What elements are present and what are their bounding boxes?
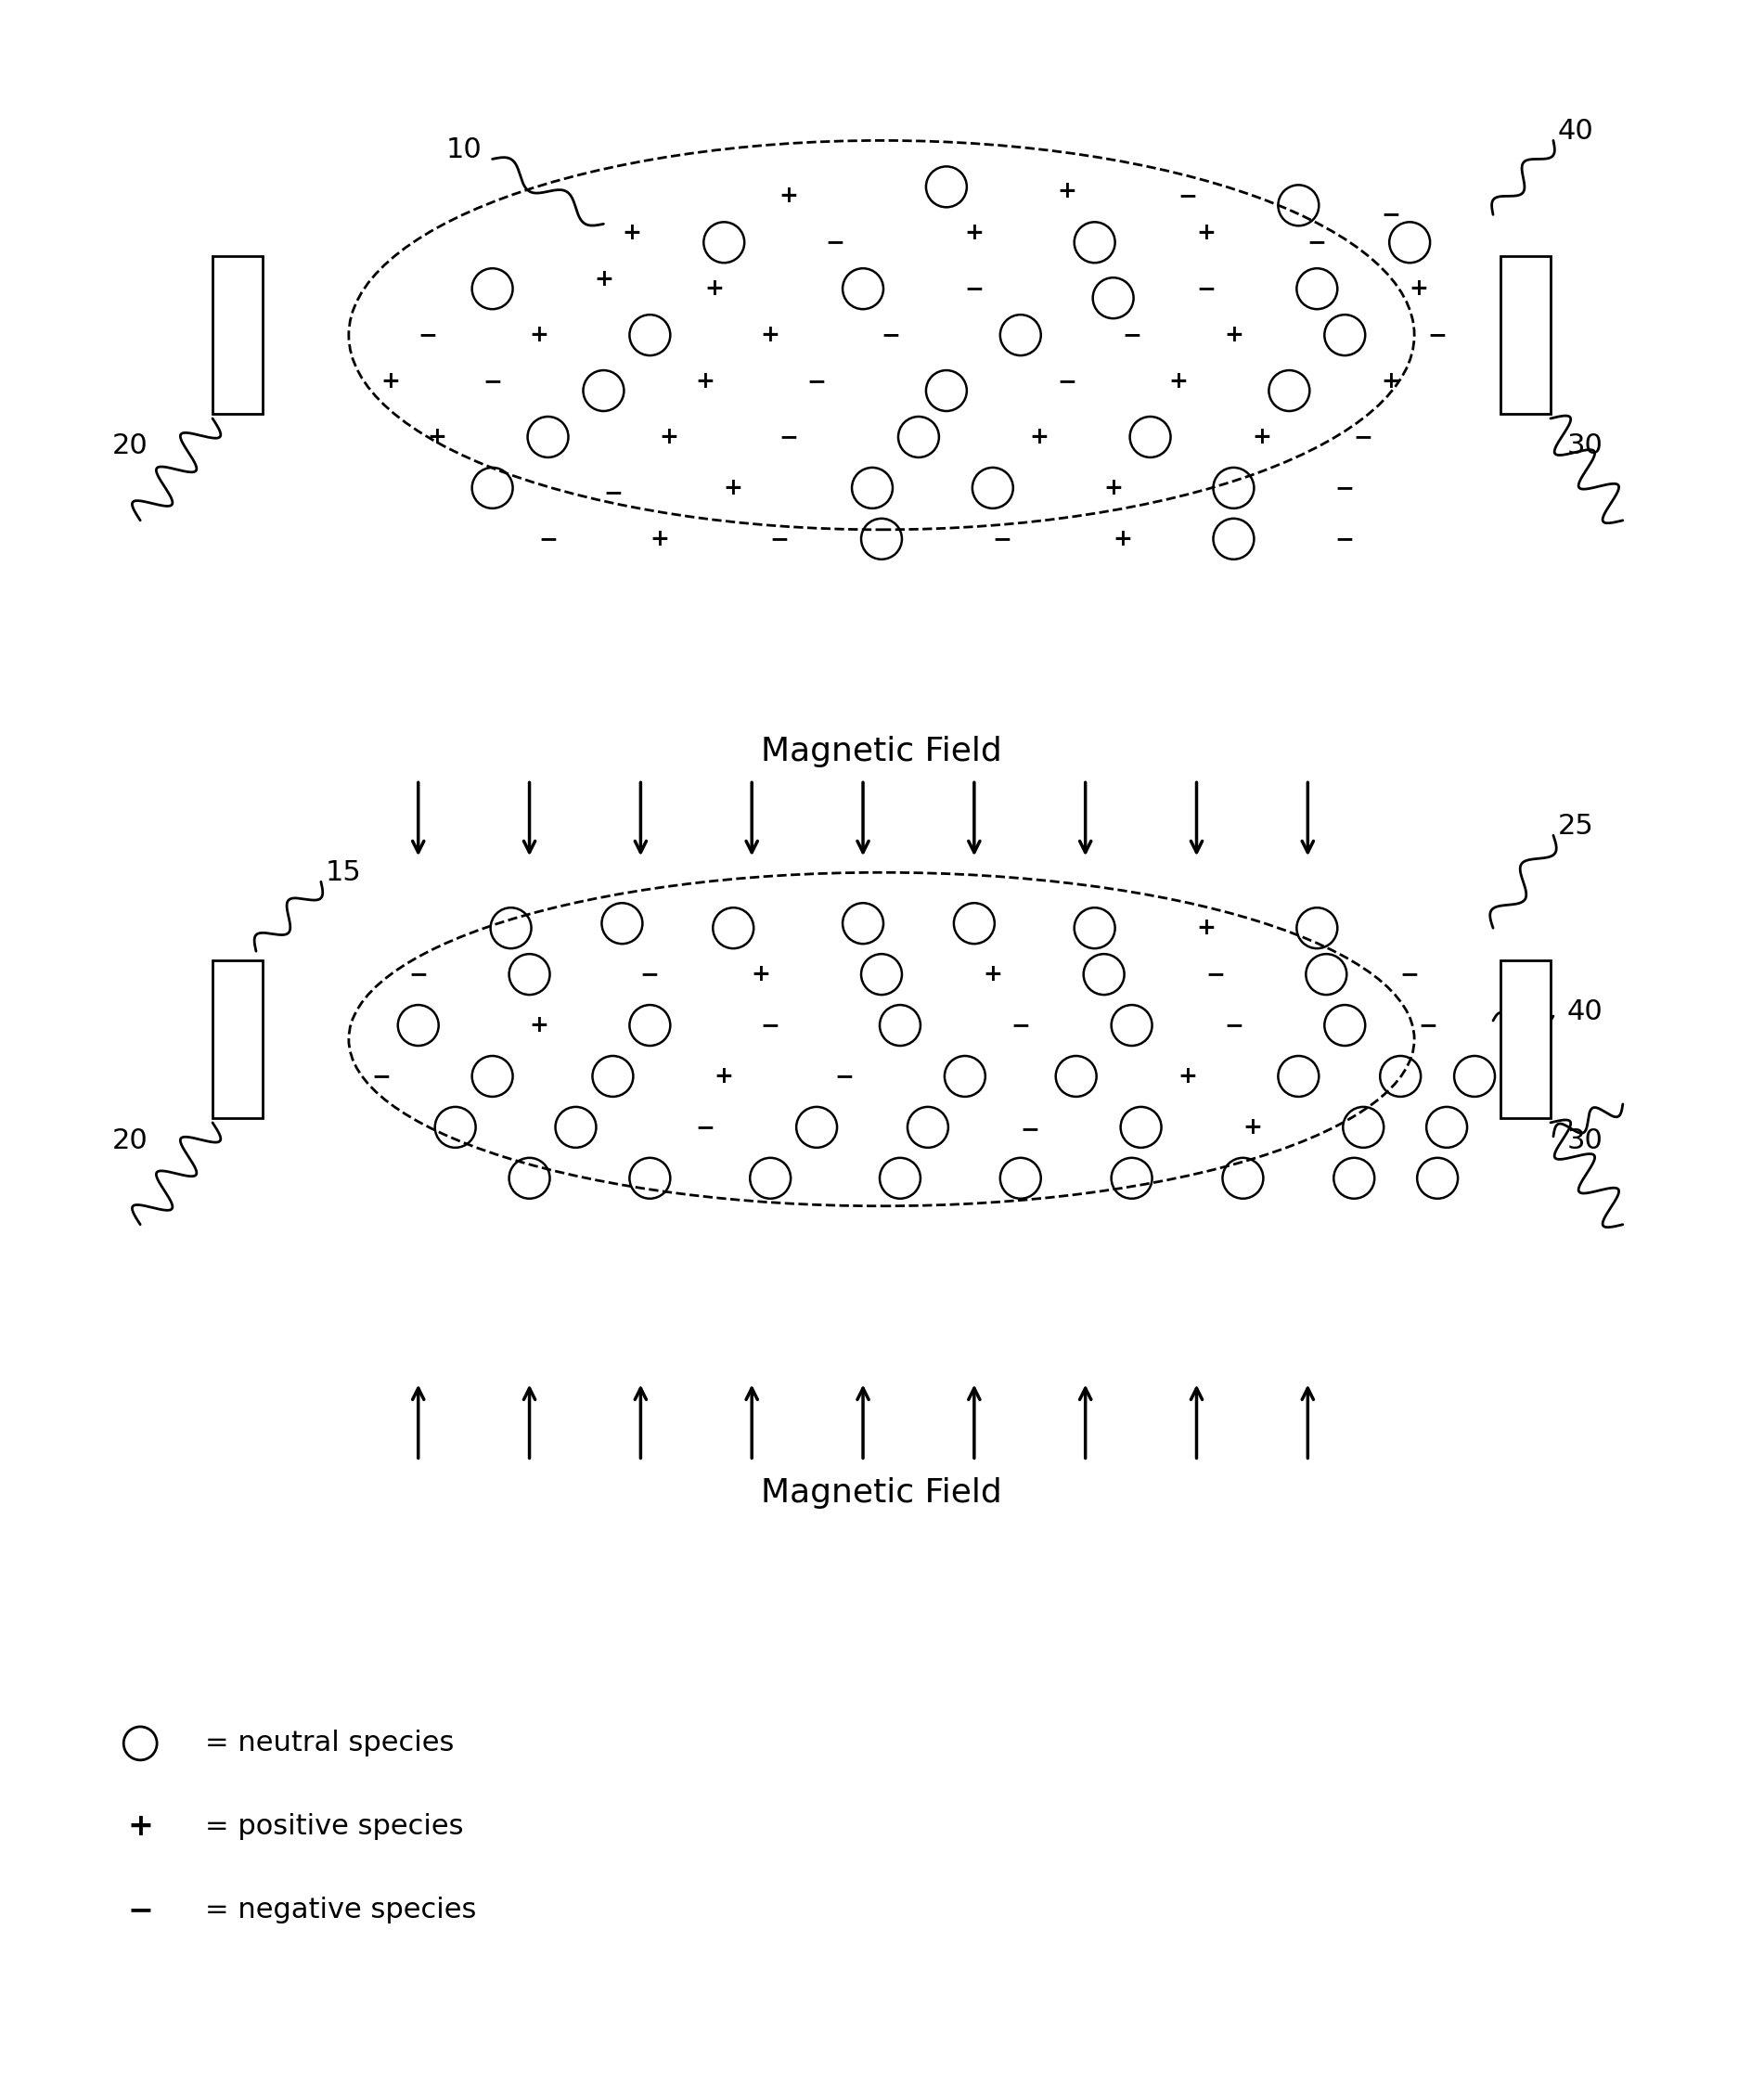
Text: +: + [1030, 426, 1050, 449]
Text: 30: 30 [1566, 432, 1603, 459]
Text: −: − [1353, 426, 1372, 449]
Bar [212, 256, 263, 413]
Text: +: + [1196, 916, 1215, 939]
Text: 25: 25 [1558, 814, 1595, 839]
Text: −: − [880, 323, 901, 346]
Text: −: − [769, 528, 789, 549]
Text: −: − [538, 528, 557, 549]
Text: 10: 10 [446, 136, 482, 164]
Text: −: − [1196, 277, 1215, 300]
Text: +: + [983, 963, 1002, 986]
Text: +: + [723, 476, 743, 499]
Text: +: + [127, 1812, 153, 1841]
Text: +: + [695, 371, 714, 392]
Text: −: − [965, 277, 984, 300]
Text: +: + [1224, 323, 1244, 346]
Text: +: + [381, 371, 400, 392]
Text: −: − [1427, 323, 1446, 346]
Text: = neutral species: = neutral species [205, 1730, 453, 1757]
Text: +: + [1113, 528, 1132, 549]
Text: −: − [418, 323, 437, 346]
Text: +: + [1196, 222, 1215, 243]
Text: +: + [529, 323, 549, 346]
Text: +: + [649, 528, 669, 549]
Text: −: − [1020, 1118, 1039, 1141]
Text: −: − [1381, 203, 1401, 226]
Text: −: − [1057, 371, 1076, 392]
Text: 40: 40 [1558, 117, 1595, 145]
Text: +: + [780, 185, 799, 208]
Text: +: + [427, 426, 446, 449]
Text: −: − [1335, 476, 1355, 499]
Text: −: − [1205, 963, 1224, 986]
Text: 30: 30 [1566, 1128, 1603, 1155]
Text: −: − [1307, 231, 1327, 254]
Text: 20: 20 [113, 432, 148, 459]
Text: −: − [1401, 963, 1420, 986]
Text: −: − [826, 231, 845, 254]
Text: +: + [706, 277, 725, 300]
Text: −: − [991, 528, 1013, 549]
Bar [1499, 960, 1551, 1118]
Text: −: − [409, 963, 429, 986]
Text: +: + [658, 426, 677, 449]
Text: −: − [780, 426, 799, 449]
Text: −: − [834, 1065, 854, 1088]
Bar [1499, 256, 1551, 413]
Text: −: − [760, 1015, 780, 1036]
Text: Magnetic Field: Magnetic Field [760, 1478, 1002, 1510]
Text: +: + [1168, 371, 1187, 392]
Text: +: + [621, 222, 640, 243]
Text: −: − [1011, 1015, 1030, 1036]
Ellipse shape [349, 872, 1415, 1206]
Text: −: − [640, 963, 660, 986]
Text: +: + [1057, 180, 1076, 203]
Text: +: + [1242, 1116, 1261, 1139]
Text: +: + [1252, 426, 1272, 449]
Text: −: − [1122, 323, 1141, 346]
Text: 15: 15 [326, 860, 362, 885]
Text: −: − [127, 1896, 153, 1925]
Text: −: − [603, 482, 623, 503]
Text: +: + [1409, 277, 1429, 300]
Text: −: − [806, 371, 826, 392]
Ellipse shape [349, 140, 1415, 531]
Text: 40: 40 [1566, 998, 1603, 1025]
Text: +: + [965, 222, 984, 243]
Text: −: − [1335, 528, 1355, 549]
Text: Magnetic Field: Magnetic Field [760, 736, 1002, 768]
Text: = negative species: = negative species [205, 1896, 476, 1923]
Text: +: + [714, 1065, 734, 1088]
Text: +: + [1104, 476, 1124, 499]
Text: +: + [1381, 371, 1401, 392]
Text: +: + [760, 323, 780, 346]
Text: −: − [1178, 185, 1198, 208]
Text: 20: 20 [113, 1128, 148, 1155]
Bar [212, 960, 263, 1118]
Text: +: + [594, 268, 614, 291]
Text: +: + [1178, 1065, 1198, 1088]
Text: −: − [695, 1116, 714, 1139]
Text: = positive species: = positive species [205, 1814, 464, 1841]
Text: +: + [529, 1015, 549, 1036]
Text: +: + [751, 963, 771, 986]
Text: −: − [1224, 1015, 1244, 1036]
Text: −: − [1418, 1015, 1438, 1036]
Text: −: − [483, 371, 503, 392]
Text: −: − [372, 1065, 392, 1088]
